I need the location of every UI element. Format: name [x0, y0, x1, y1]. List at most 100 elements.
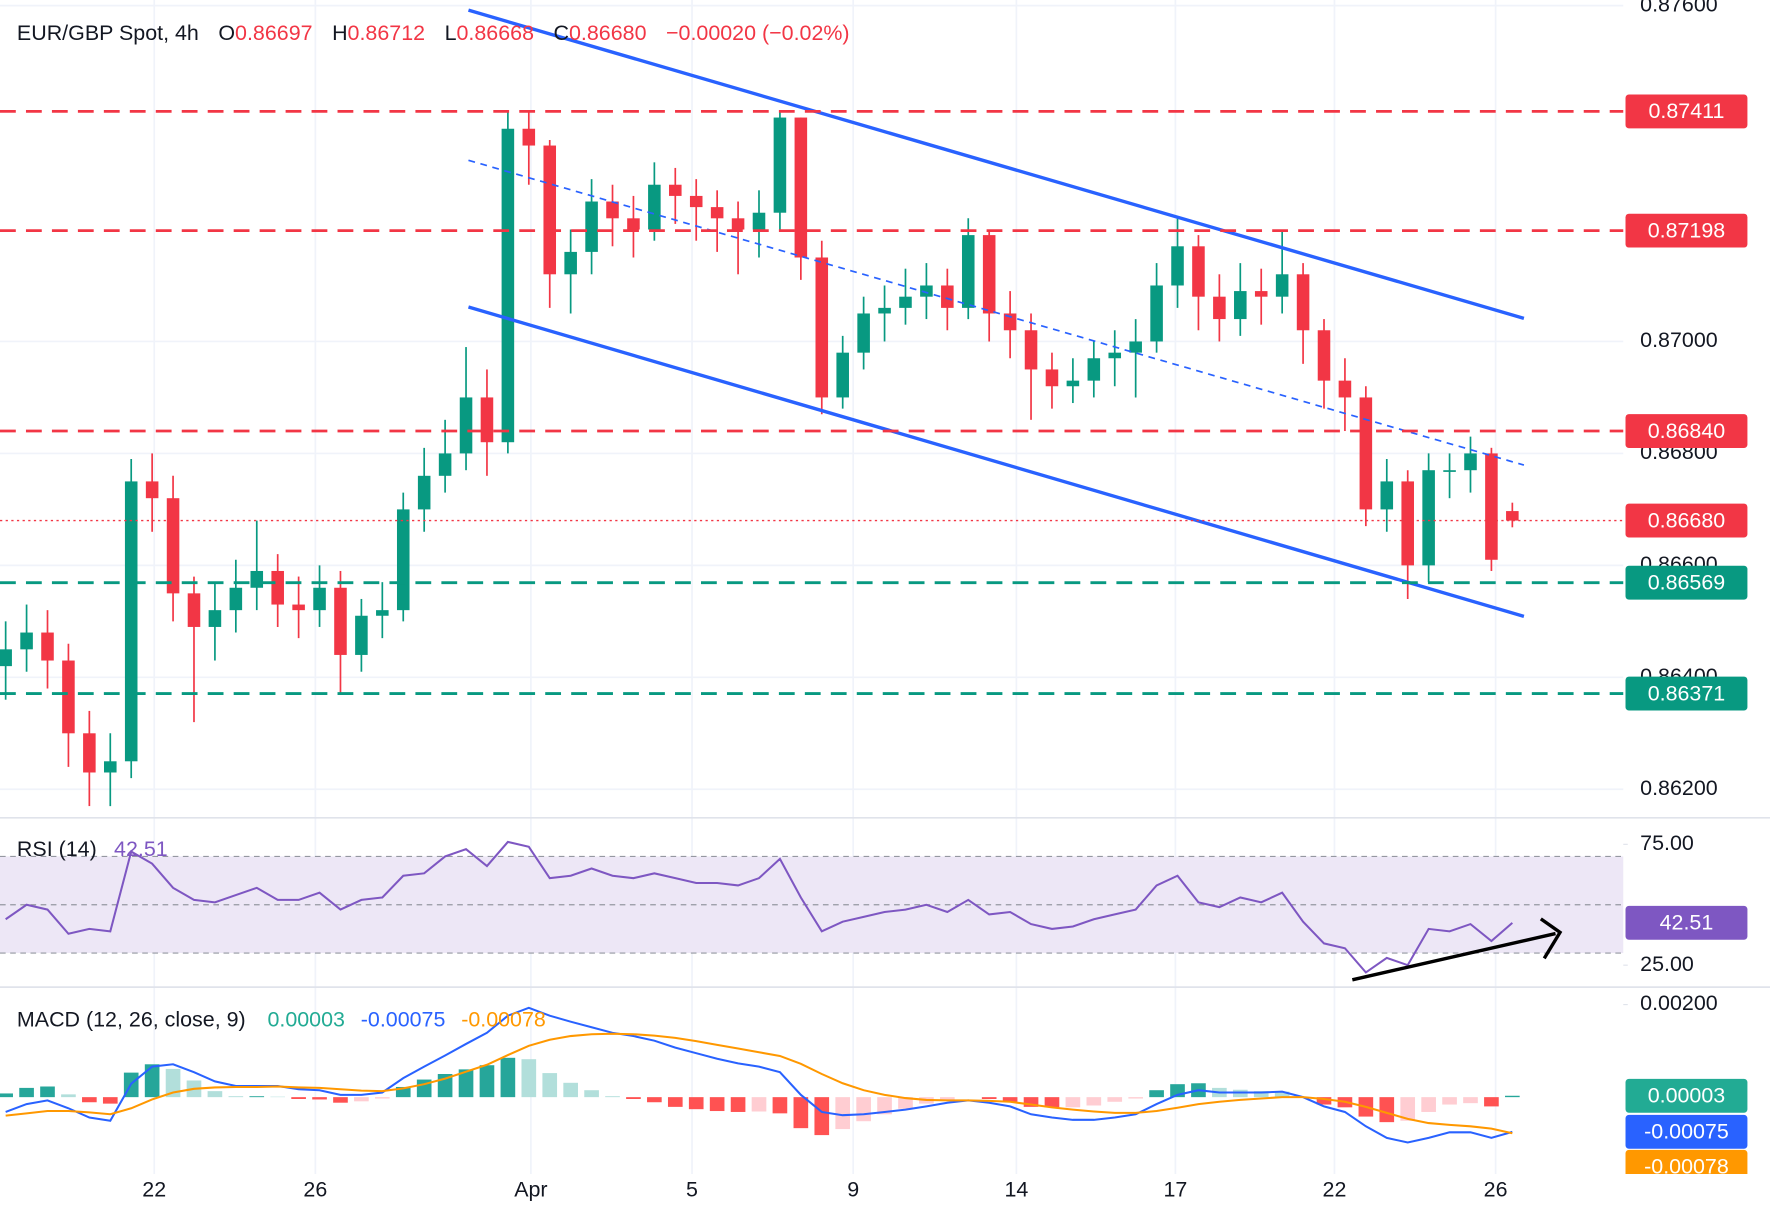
rsi-value: 42.51	[114, 837, 168, 861]
y-tick-label: 0.87600	[1640, 0, 1718, 16]
candle-body	[124, 481, 138, 762]
candle-body	[564, 251, 577, 275]
close-value: 0.86680	[569, 21, 647, 45]
candle-body	[1254, 291, 1268, 297]
macd-histogram-bar	[1107, 1097, 1123, 1102]
candle-body	[396, 509, 410, 611]
macd-histogram-bar	[1316, 1097, 1332, 1105]
candle-body	[501, 128, 515, 443]
candle-body	[1003, 313, 1017, 331]
marks-layer	[0, 111, 1520, 1144]
macd-histogram-bar	[709, 1097, 725, 1112]
candle-body	[1506, 511, 1519, 521]
macd-histogram-bar	[563, 1082, 578, 1098]
macd-histogram-bar	[1086, 1097, 1102, 1106]
macd-histogram-bar	[835, 1097, 851, 1130]
close-key: C	[554, 21, 569, 45]
candle-body	[1108, 352, 1122, 359]
macd-histogram-bar	[19, 1087, 34, 1098]
candle-body	[313, 587, 326, 611]
candle-body	[606, 201, 619, 219]
candle-body	[1359, 397, 1373, 510]
macd-histogram-bar	[291, 1097, 306, 1099]
price-label-text: 0.86371	[1648, 681, 1726, 705]
candle-body	[815, 257, 829, 398]
macd-histogram-bar	[626, 1097, 641, 1099]
candle-body	[1066, 380, 1080, 387]
change-value: −0.00020 (−0.02%)	[666, 21, 850, 45]
macd-histogram-bar	[793, 1097, 809, 1129]
price-label-box	[1625, 213, 1748, 248]
candle-body	[376, 610, 389, 616]
x-tick-label: 22	[1323, 1178, 1347, 1202]
macd-histogram-bar	[981, 1097, 997, 1099]
macd-histogram-bar	[228, 1096, 244, 1098]
candle-body	[1045, 369, 1059, 387]
high-value: 0.86712	[348, 21, 426, 45]
candle-body	[0, 649, 12, 667]
candle-body	[334, 587, 347, 655]
candle-body	[250, 570, 264, 588]
macd-histogram-bar	[877, 1097, 892, 1115]
candle-body	[292, 604, 305, 611]
macd-histogram-bar	[249, 1096, 265, 1098]
macd-label-box	[1625, 1114, 1748, 1149]
macd-legend: MACD (12, 26, close, 9) 0.00003 -0.00075-…	[17, 1007, 546, 1031]
macd-histogram-bar	[1421, 1097, 1436, 1112]
macd-histogram-bar	[312, 1097, 327, 1100]
macd-histogram-bar	[0, 1093, 13, 1098]
channel-mid	[468, 159, 1525, 466]
candle-body	[543, 145, 557, 275]
macd-histogram-bar	[1002, 1097, 1018, 1102]
macd-histogram-bar	[772, 1097, 788, 1114]
macd-histogram-bar	[1149, 1090, 1164, 1098]
candle-body	[208, 610, 222, 627]
candle-body	[920, 285, 933, 297]
macd-histogram-bar	[605, 1096, 620, 1098]
macd-histogram-bar	[1484, 1097, 1499, 1107]
macd-histogram-bar	[856, 1097, 871, 1122]
macd-histogram-bar	[1274, 1091, 1290, 1098]
candle-body	[710, 207, 724, 219]
macd-title: MACD (12, 26, close, 9)	[17, 1007, 246, 1031]
candle-body	[773, 117, 787, 213]
macd-histogram-bar	[500, 1057, 516, 1098]
price-label-box	[1625, 94, 1748, 129]
x-tick-label: 5	[686, 1178, 698, 1202]
macd-histogram-bar	[165, 1068, 181, 1098]
candle-body	[1380, 481, 1394, 510]
candle-body	[41, 632, 54, 661]
candle-body	[83, 733, 96, 773]
channel-upper	[467, 8, 1525, 320]
grid-layer	[0, 0, 1628, 1174]
candle-body	[229, 587, 243, 611]
macd-histogram-bar	[1505, 1095, 1520, 1098]
candle-body	[480, 397, 494, 443]
candle-body	[145, 481, 159, 499]
y-tick-label: 0.86200	[1640, 776, 1718, 800]
price-label-text: 0.86840	[1648, 419, 1726, 443]
macd-histogram-bar	[730, 1097, 746, 1112]
y-tick-label: 75.00	[1640, 831, 1694, 855]
price-label-box	[1625, 565, 1748, 600]
candle-body	[1464, 453, 1477, 471]
candle-body	[836, 352, 849, 398]
candle-body	[1338, 380, 1352, 398]
candle-body	[1150, 285, 1163, 342]
symbol: EUR/GBP Spot, 4h	[17, 21, 199, 45]
y-tick-label: 0.87000	[1640, 328, 1718, 352]
macd-histogram-bar	[1065, 1097, 1081, 1108]
macd-histogram-bar	[333, 1097, 348, 1103]
x-tick-label: 26	[1484, 1178, 1508, 1202]
candle-body	[941, 285, 954, 308]
y-tick-label: 0.00200	[1640, 991, 1718, 1015]
candle-body	[1296, 274, 1310, 331]
macd-histogram-bar	[667, 1097, 683, 1107]
macd-histogram-bar	[814, 1097, 830, 1136]
price-label-text: 0.86569	[1648, 571, 1726, 595]
candle-body	[857, 313, 870, 353]
candle-body	[794, 117, 808, 258]
rsi-band	[0, 856, 1624, 954]
macd-histogram-bar	[898, 1097, 913, 1109]
open-key: O	[218, 21, 235, 45]
